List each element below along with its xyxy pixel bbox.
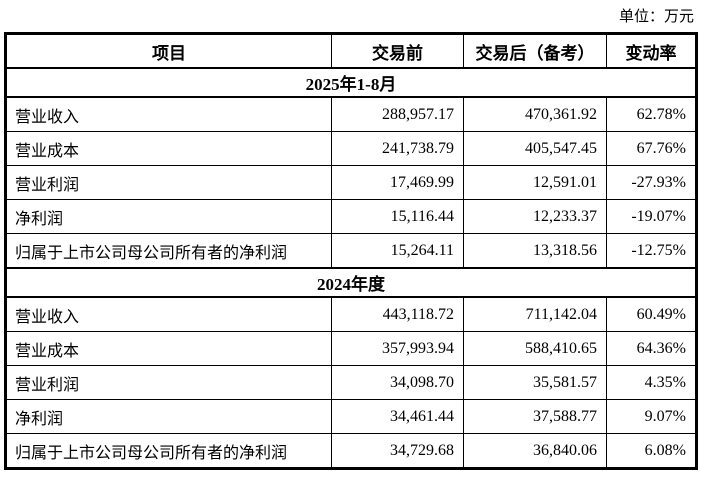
value-change: 9.07% (606, 399, 697, 434)
row-item-label: 营业利润 (5, 165, 332, 200)
value-change: 6.08% (606, 433, 697, 469)
value-change: 4.35% (606, 365, 697, 400)
value-after: 588,410.65 (463, 331, 607, 366)
value-after: 12,591.01 (463, 165, 607, 200)
table-row: 营业收入 443,118.72 711,142.04 60.49% (5, 296, 697, 332)
value-before: 288,957.17 (331, 96, 464, 132)
row-item-label: 营业利润 (5, 365, 332, 400)
table-header-row: 项目 交易前 交易后（备考） 变动率 (5, 33, 697, 69)
value-after: 37,588.77 (463, 399, 607, 434)
value-after: 12,233.37 (463, 199, 607, 234)
value-change: 60.49% (606, 296, 697, 332)
row-item-label: 归属于上市公司母公司所有者的净利润 (5, 233, 332, 269)
financial-comparison-table: 项目 交易前 交易后（备考） 变动率 2025年1-8月 营业收入 288,95… (4, 32, 698, 470)
row-item-label: 净利润 (5, 199, 332, 234)
table-row: 净利润 34,461.44 37,588.77 9.07% (5, 399, 697, 434)
value-before: 15,116.44 (331, 199, 464, 234)
value-before: 241,738.79 (331, 131, 464, 166)
value-change: -12.75% (606, 233, 697, 269)
value-after: 13,318.56 (463, 233, 607, 269)
value-after: 470,361.92 (463, 96, 607, 132)
table-row: 营业利润 34,098.70 35,581.57 4.35% (5, 365, 697, 400)
value-after: 711,142.04 (463, 296, 607, 332)
row-item-label: 营业成本 (5, 331, 332, 366)
value-before: 34,461.44 (331, 399, 464, 434)
table-row: 营业利润 17,469.99 12,591.01 -27.93% (5, 165, 697, 200)
value-change: 67.76% (606, 131, 697, 166)
row-item-label: 归属于上市公司母公司所有者的净利润 (5, 433, 332, 469)
section-row-2024: 2024年度 (5, 267, 697, 298)
header-after: 交易后（备考） (463, 33, 607, 69)
section-title: 2025年1-8月 (5, 67, 697, 98)
value-before: 15,264.11 (331, 233, 464, 269)
table-row: 归属于上市公司母公司所有者的净利润 34,729.68 36,840.06 6.… (5, 433, 697, 469)
section-title: 2024年度 (5, 267, 697, 298)
row-item-label: 营业成本 (5, 131, 332, 166)
unit-label: 单位：万元 (618, 9, 694, 25)
header-before: 交易前 (331, 33, 464, 69)
value-before: 34,729.68 (331, 433, 464, 469)
value-before: 357,993.94 (331, 331, 464, 366)
row-item-label: 净利润 (5, 399, 332, 434)
value-before: 34,098.70 (331, 365, 464, 400)
value-after: 36,840.06 (463, 433, 607, 469)
value-before: 443,118.72 (331, 296, 464, 332)
value-before: 17,469.99 (331, 165, 464, 200)
table-row: 营业成本 241,738.79 405,547.45 67.76% (5, 131, 697, 166)
value-change: -19.07% (606, 199, 697, 234)
header-change: 变动率 (606, 33, 697, 69)
value-change: 62.78% (606, 96, 697, 132)
table-row: 归属于上市公司母公司所有者的净利润 15,264.11 13,318.56 -1… (5, 233, 697, 269)
table-row: 净利润 15,116.44 12,233.37 -19.07% (5, 199, 697, 234)
table-row: 营业收入 288,957.17 470,361.92 62.78% (5, 96, 697, 132)
value-after: 35,581.57 (463, 365, 607, 400)
value-change: 64.36% (606, 331, 697, 366)
section-row-2025: 2025年1-8月 (5, 67, 697, 98)
header-item: 项目 (5, 33, 332, 69)
value-change: -27.93% (606, 165, 697, 200)
row-item-label: 营业收入 (5, 296, 332, 332)
row-item-label: 营业收入 (5, 96, 332, 132)
table-row: 营业成本 357,993.94 588,410.65 64.36% (5, 331, 697, 366)
value-after: 405,547.45 (463, 131, 607, 166)
